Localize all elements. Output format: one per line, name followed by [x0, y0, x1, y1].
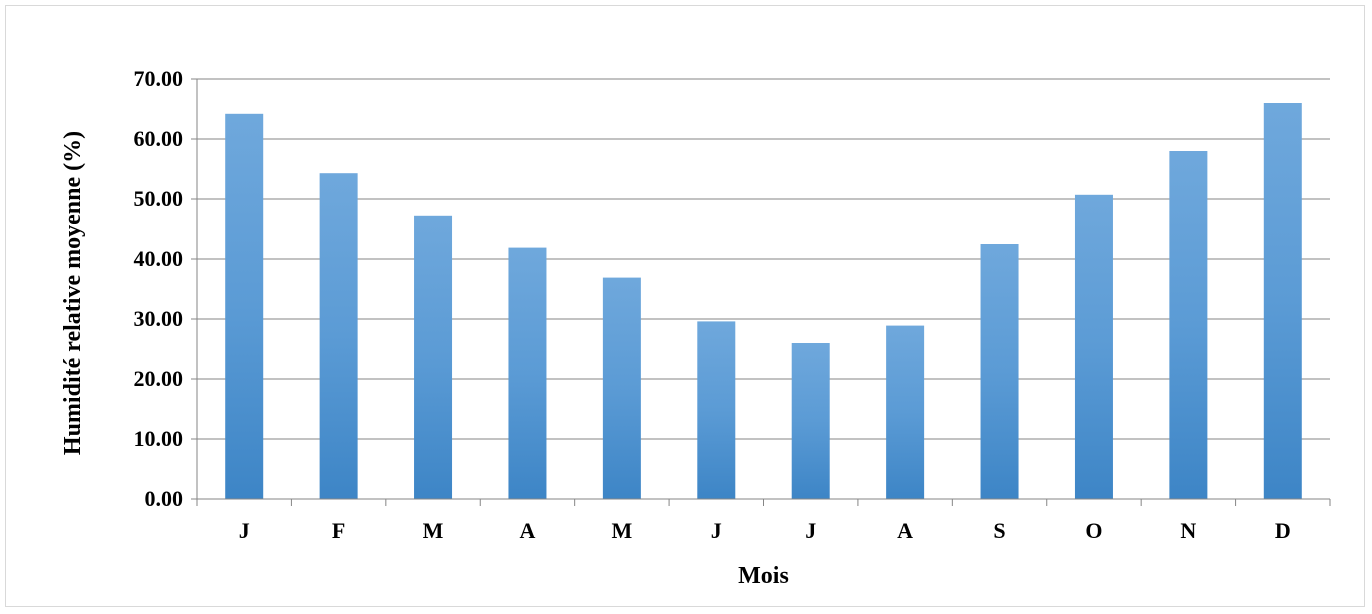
- y-tick-label: 70.00: [134, 66, 184, 91]
- bar-3: [508, 247, 547, 499]
- y-tick-label: 50.00: [134, 186, 184, 211]
- bar-6: [791, 343, 830, 499]
- bar-7: [886, 325, 925, 499]
- bar-5: [697, 321, 736, 499]
- x-axis-title: Mois: [738, 563, 789, 589]
- bar-1: [319, 173, 358, 499]
- bar-11: [1263, 103, 1302, 499]
- x-tick-label: O: [1085, 518, 1102, 543]
- x-tick-label: J: [711, 518, 722, 543]
- y-axis-title: Humidité relative moyenne (%): [60, 131, 86, 455]
- x-tick-label: J: [805, 518, 816, 543]
- bar-2: [414, 215, 453, 500]
- x-tick-label: A: [897, 518, 913, 543]
- y-tick-label: 20.00: [134, 366, 184, 391]
- bar-8: [980, 244, 1019, 499]
- x-tick-label: F: [332, 518, 345, 543]
- bar-9: [1074, 194, 1113, 500]
- x-tick-label: M: [611, 518, 632, 543]
- bars: [225, 103, 1302, 500]
- gridlines: [191, 78, 1330, 500]
- y-tick-label: 0.00: [145, 486, 184, 511]
- x-tick-label: D: [1275, 518, 1291, 543]
- bar-10: [1169, 151, 1208, 499]
- y-tick-label: 10.00: [134, 426, 184, 451]
- axes: [196, 79, 1331, 506]
- y-tick-label: 60.00: [134, 126, 184, 151]
- bar-0: [225, 113, 264, 500]
- x-tick-label: S: [993, 518, 1005, 543]
- x-tick-label: J: [239, 518, 250, 543]
- x-tick-label: N: [1180, 518, 1196, 543]
- y-tick-labels: 0.00 10.00 20.00 30.00 40.00 50.00 60.00 70.00: [134, 66, 184, 511]
- y-tick-label: 40.00: [134, 246, 184, 271]
- y-tick-label: 30.00: [134, 306, 184, 331]
- bar-4: [602, 277, 641, 499]
- x-tick-label: A: [520, 518, 536, 543]
- x-tick-label: M: [423, 518, 444, 543]
